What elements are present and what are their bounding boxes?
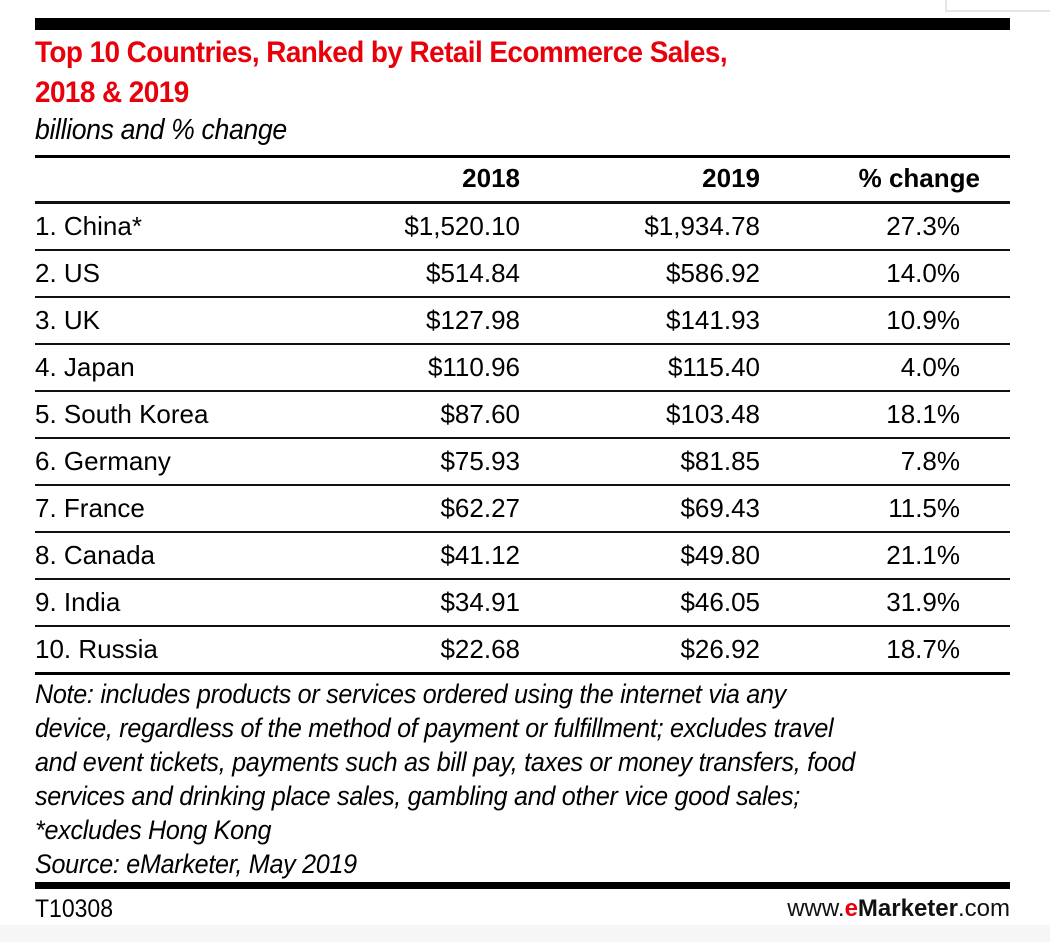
country-cell: 3. UK: [35, 297, 375, 345]
source-line: Source: eMarketer, May 2019: [35, 849, 357, 879]
value-2018-cell: $127.98: [375, 297, 520, 345]
footnote: Note: includes products or services orde…: [35, 677, 956, 881]
value-2019-cell: $81.85: [520, 438, 760, 486]
value-2019-cell: $141.93: [520, 297, 760, 345]
note-line: services and drinking place sales, gambl…: [35, 781, 800, 811]
country-cell: 5. South Korea: [35, 391, 375, 439]
table-row: 6. Germany $75.93 $81.85 7.8%: [35, 438, 1010, 486]
corner-frame: [945, 0, 1050, 12]
country-cell: 6. Germany: [35, 438, 375, 486]
country-cell: 7. France: [35, 485, 375, 533]
value-2018-cell: $41.12: [375, 532, 520, 580]
pct-change-cell: 21.1%: [760, 532, 1010, 580]
pct-change-cell: 31.9%: [760, 579, 1010, 627]
column-header-country: [35, 156, 375, 204]
value-2019-cell: $49.80: [520, 532, 760, 580]
brand-e: e: [844, 895, 858, 922]
column-header-2018: 2018: [375, 156, 520, 204]
country-cell: 9. India: [35, 579, 375, 627]
pct-change-cell: 14.0%: [760, 250, 1010, 298]
country-cell: 10. Russia: [35, 626, 375, 675]
pct-change-cell: 18.7%: [760, 626, 1010, 675]
note-hong-kong: *excludes Hong Kong: [35, 815, 272, 845]
pct-change-cell: 10.9%: [760, 297, 1010, 345]
country-cell: 1. China*: [35, 202, 375, 251]
bottom-band: [0, 925, 1050, 942]
table-row: 7. France $62.27 $69.43 11.5%: [35, 485, 1010, 533]
table-row: 3. UK $127.98 $141.93 10.9%: [35, 297, 1010, 345]
value-2018-cell: $34.91: [375, 579, 520, 627]
value-2019-cell: $69.43: [520, 485, 760, 533]
pct-change-cell: 7.8%: [760, 438, 1010, 486]
bottom-rule: [35, 882, 1010, 889]
chart-subtitle: billions and % change: [35, 114, 287, 146]
column-header-pct-change: % change: [760, 156, 1010, 204]
note-line: device, regardless of the method of paym…: [35, 713, 834, 743]
title-line-1: Top 10 Countries, Ranked by Retail Ecomm…: [35, 36, 728, 69]
note-line: Note: includes products or services orde…: [35, 679, 786, 709]
value-2018-cell: $62.27: [375, 485, 520, 533]
brand-suffix: .com: [957, 895, 1010, 922]
value-2018-cell: $87.60: [375, 391, 520, 439]
brand-prefix: www.: [787, 895, 845, 922]
table-row: 9. India $34.91 $46.05 31.9%: [35, 579, 1010, 627]
pct-change-cell: 27.3%: [760, 202, 1010, 251]
table-row: 8. Canada $41.12 $49.80 21.1%: [35, 532, 1010, 580]
data-table: 2018 2019 % change 1. China* $1,520.10 $1,…: [35, 156, 1010, 675]
value-2018-cell: $1,520.10: [375, 202, 520, 251]
value-2018-cell: $514.84: [375, 250, 520, 298]
chart-id: T10308: [35, 895, 114, 923]
country-cell: 8. Canada: [35, 532, 375, 580]
table-row: 4. Japan $110.96 $115.40 4.0%: [35, 344, 1010, 392]
table-row: 10. Russia $22.68 $26.92 18.7%: [35, 626, 1010, 675]
table-row: 1. China* $1,520.10 $1,934.78 27.3%: [35, 202, 1010, 251]
value-2019-cell: $103.48: [520, 391, 760, 439]
brand-logo: www.eMarketer.com: [787, 893, 1010, 925]
value-2019-cell: $115.40: [520, 344, 760, 392]
value-2018-cell: $22.68: [375, 626, 520, 675]
pct-change-cell: 4.0%: [760, 344, 1010, 392]
title-line-2: 2018 & 2019: [35, 76, 189, 109]
country-cell: 2. US: [35, 250, 375, 298]
pct-change-cell: 11.5%: [760, 485, 1010, 533]
value-2019-cell: $586.92: [520, 250, 760, 298]
value-2019-cell: $46.05: [520, 579, 760, 627]
note-line: and event tickets, payments such as bill…: [35, 747, 855, 777]
pct-change-cell: 18.1%: [760, 391, 1010, 439]
value-2018-cell: $75.93: [375, 438, 520, 486]
value-2018-cell: $110.96: [375, 344, 520, 392]
brand-name: Marketer: [857, 895, 958, 922]
table-row: 5. South Korea $87.60 $103.48 18.1%: [35, 391, 1010, 439]
value-2019-cell: $1,934.78: [520, 202, 760, 251]
column-header-2019: 2019: [520, 156, 760, 204]
country-cell: 4. Japan: [35, 344, 375, 392]
chart-title: Top 10 Countries, Ranked by Retail Ecomm…: [35, 33, 942, 113]
table-row: 2. US $514.84 $586.92 14.0%: [35, 250, 1010, 298]
value-2019-cell: $26.92: [520, 626, 760, 675]
top-rule: [35, 18, 1010, 30]
table-header-row: 2018 2019 % change: [35, 156, 1010, 204]
table-body: 1. China* $1,520.10 $1,934.78 27.3% 2. US $51…: [35, 202, 1010, 675]
